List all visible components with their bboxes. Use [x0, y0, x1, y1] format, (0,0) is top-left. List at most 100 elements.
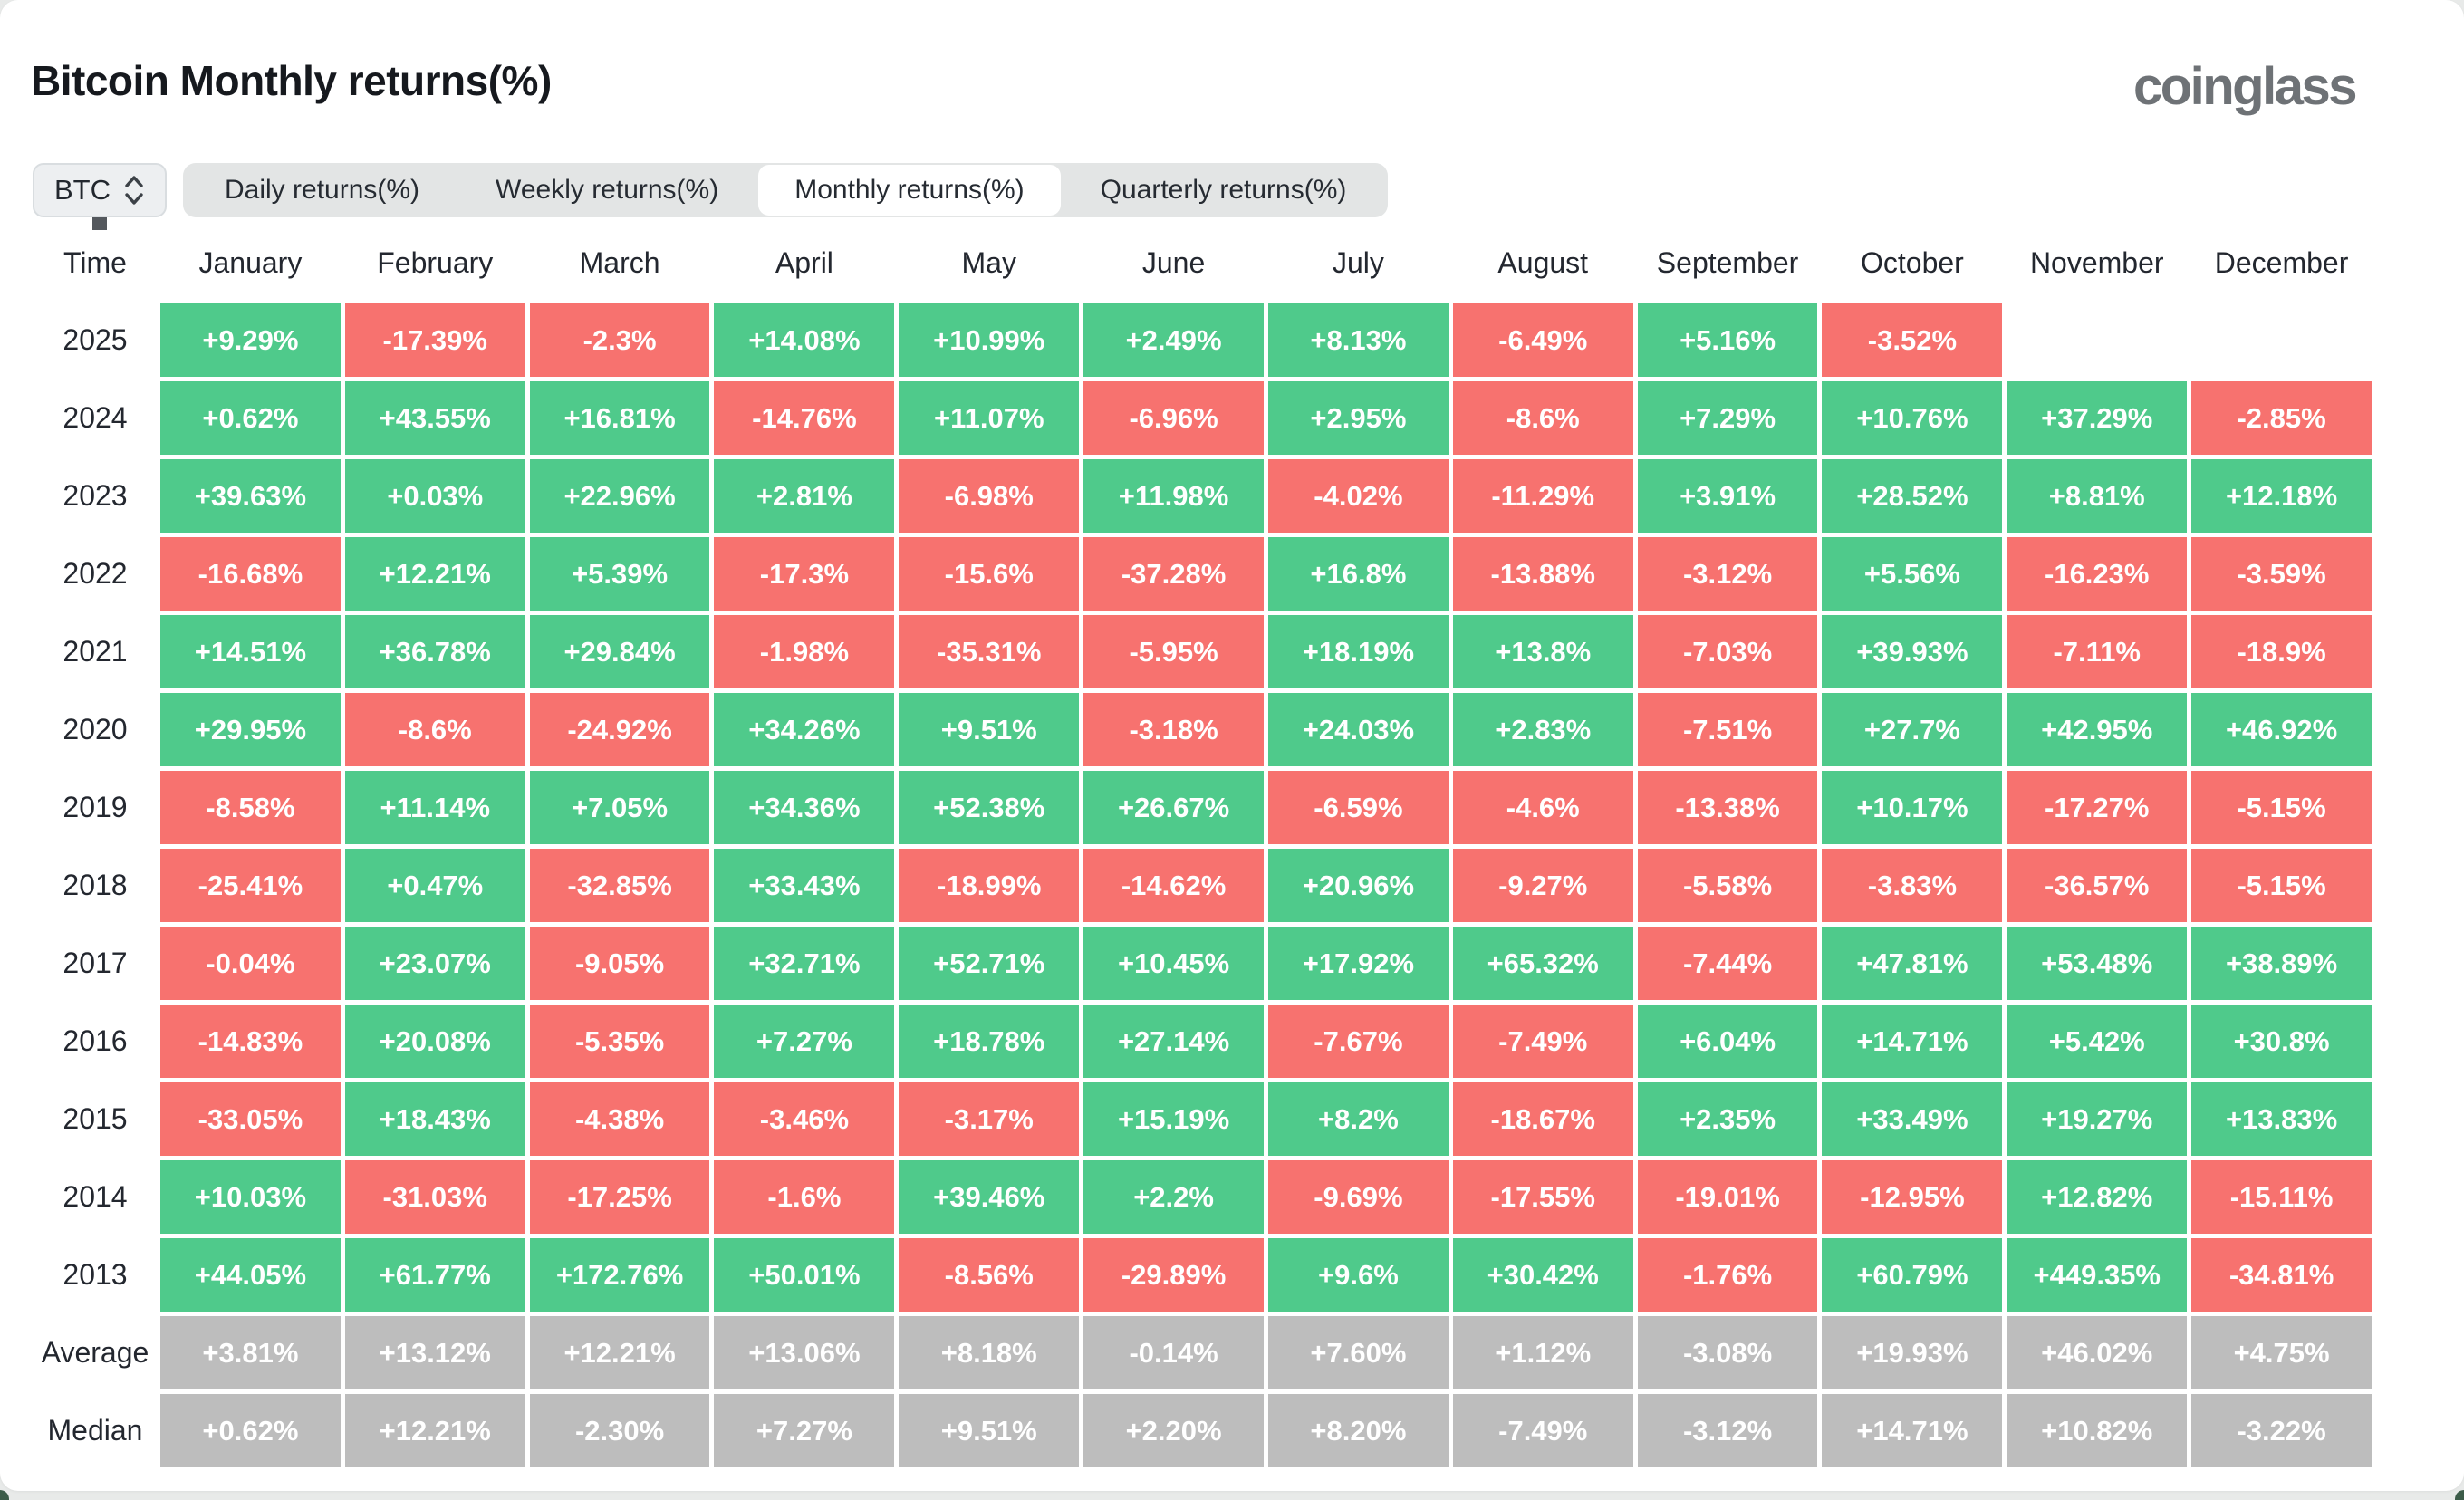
return-cell: +10.03% [160, 1160, 341, 1234]
return-cell: +9.29% [160, 303, 341, 377]
return-cell: +8.13% [1267, 303, 1449, 377]
return-cell: +18.78% [899, 1005, 1080, 1078]
return-cell: +2.35% [1637, 1082, 1818, 1156]
row-label: 2017 [63, 947, 128, 979]
return-cell: +2.49% [1083, 303, 1264, 377]
period-tab[interactable]: Quarterly returns(%) [1100, 175, 1347, 205]
return-cell: -3.59% [2191, 537, 2372, 611]
return-cell: +12.21% [529, 1316, 710, 1389]
row-label: 2016 [63, 1024, 128, 1057]
return-cell: +6.04% [1637, 1005, 1818, 1078]
return-cell: -3.83% [1822, 849, 2003, 922]
return-cell: -7.03% [1637, 615, 1818, 688]
return-cell: +13.12% [344, 1316, 525, 1389]
return-cell: +16.8% [1267, 537, 1449, 611]
return-cell: -3.52% [1822, 303, 2003, 377]
return-cell: -5.15% [2191, 771, 2372, 844]
row-label: Average [41, 1336, 149, 1369]
return-cell: -14.83% [160, 1005, 341, 1078]
return-cell: -3.17% [899, 1082, 1080, 1156]
return-cell: +9.51% [899, 693, 1080, 766]
return-cell: +29.84% [529, 615, 710, 688]
return-cell: -3.22% [2191, 1394, 2372, 1467]
coinglass-logo[interactable]: coinglass [2132, 57, 2358, 116]
return-cell: -2.30% [529, 1394, 710, 1467]
return-cell: +4.75% [2191, 1316, 2372, 1389]
return-cell: -5.95% [1083, 615, 1264, 688]
controls-bar: BTC Daily returns(%) Weekly returns(%) Mon… [33, 163, 1389, 230]
return-cell: -1.6% [714, 1160, 895, 1234]
period-tab[interactable]: Daily returns(%) [225, 175, 420, 205]
return-cell: -5.35% [529, 1005, 710, 1078]
return-cell: +17.92% [1267, 927, 1449, 1000]
return-cell: -17.55% [1452, 1160, 1633, 1234]
return-cell: +8.2% [1267, 1082, 1449, 1156]
return-cell: -9.27% [1452, 849, 1633, 922]
return-cell: +33.49% [1822, 1082, 2003, 1156]
return-cell: -9.05% [529, 927, 710, 1000]
row-label: 2018 [63, 869, 128, 901]
period-tab[interactable]: Weekly returns(%) [496, 175, 719, 205]
returns-grid: Time January February March April May June July… [34, 226, 2372, 1467]
return-cell: +12.21% [344, 537, 525, 611]
return-cell: -4.02% [1267, 459, 1449, 533]
return-cell: -32.85% [529, 849, 710, 922]
column-header-month: December [2214, 245, 2349, 279]
row-label: 2021 [63, 635, 128, 668]
row-label: 2013 [63, 1258, 128, 1291]
symbol-selector[interactable]: BTC [33, 163, 167, 230]
row-label: 2020 [63, 713, 128, 745]
return-cell: +5.16% [1637, 303, 1818, 377]
return-cell: -13.38% [1637, 771, 1818, 844]
return-cell: -36.57% [2007, 849, 2188, 922]
return-cell: -8.58% [160, 771, 341, 844]
return-cell: -7.44% [1637, 927, 1818, 1000]
return-cell: -18.99% [899, 849, 1080, 922]
return-cell: -3.08% [1637, 1316, 1818, 1389]
return-cell: +14.71% [1822, 1394, 2003, 1467]
return-cell: +11.14% [344, 771, 525, 844]
return-cell: -18.9% [2191, 615, 2372, 688]
return-cell: -33.05% [160, 1082, 341, 1156]
return-cell: +33.43% [714, 849, 895, 922]
return-cell: +16.81% [529, 381, 710, 455]
return-cell: +3.91% [1637, 459, 1818, 533]
row-label: 2025 [63, 323, 128, 356]
return-cell: +65.32% [1452, 927, 1633, 1000]
return-cell: +172.76% [529, 1238, 710, 1312]
return-cell: -34.81% [2191, 1238, 2372, 1312]
return-cell: +20.96% [1267, 849, 1449, 922]
return-cell: +9.51% [899, 1394, 1080, 1467]
return-cell: +50.01% [714, 1238, 895, 1312]
return-cell: +2.2% [1083, 1160, 1264, 1234]
return-cell: -18.67% [1452, 1082, 1633, 1156]
return-cell: -7.11% [2007, 615, 2188, 688]
return-cell: +52.71% [899, 927, 1080, 1000]
return-cell: -3.12% [1637, 537, 1818, 611]
return-cell: -7.51% [1637, 693, 1818, 766]
return-cell: -5.15% [2191, 849, 2372, 922]
return-cell: +53.48% [2007, 927, 2188, 1000]
column-header-month: June [1141, 245, 1206, 279]
return-cell: +44.05% [160, 1238, 341, 1312]
return-cell: -25.41% [160, 849, 341, 922]
row-label: 2023 [63, 479, 128, 512]
return-cell: +0.62% [160, 381, 341, 455]
return-cell: -4.38% [529, 1082, 710, 1156]
return-cell: +11.07% [899, 381, 1080, 455]
period-tabs: Daily returns(%) Weekly returns(%) Monthly… [183, 163, 1389, 217]
return-cell: -16.68% [160, 537, 341, 611]
return-cell: -29.89% [1083, 1238, 1264, 1312]
row-label: 2024 [63, 401, 128, 434]
return-cell: +34.36% [714, 771, 895, 844]
return-cell: -31.03% [344, 1160, 525, 1234]
return-cell: +12.82% [2007, 1160, 2188, 1234]
return-cell: -17.25% [529, 1160, 710, 1234]
return-cell: +5.39% [529, 537, 710, 611]
period-tab[interactable]: Monthly returns(%) [758, 165, 1061, 216]
select-updown-icon [123, 173, 145, 207]
return-cell: +18.43% [344, 1082, 525, 1156]
return-cell: -8.6% [1452, 381, 1633, 455]
return-cell: +2.81% [714, 459, 895, 533]
return-cell: -2.85% [2191, 381, 2372, 455]
